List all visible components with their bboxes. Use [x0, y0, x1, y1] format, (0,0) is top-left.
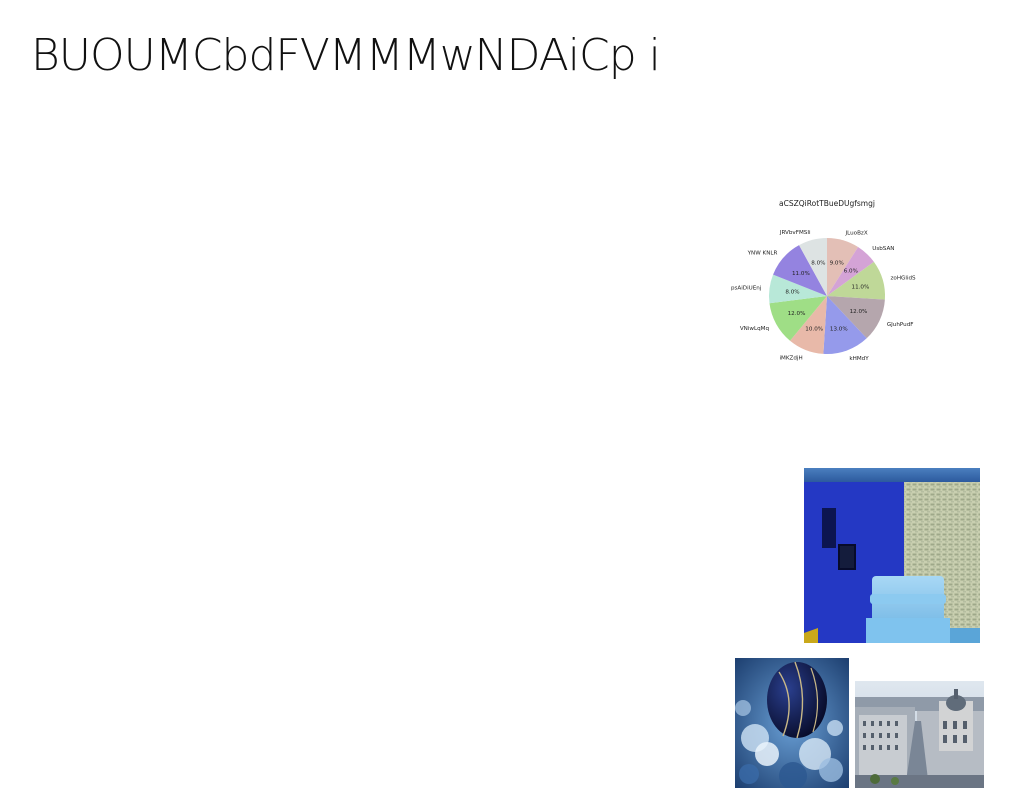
slice-category-label: VNiwLqMq	[740, 326, 770, 332]
blue-room-photo	[804, 468, 980, 643]
pie-labels: 9.0% JLuoBzX 6.0% UsbSAN 11.0% zoHGlidS 12.0% G…	[731, 230, 916, 362]
pie-chart-svg: aCSZQiRotTBueDUgfsmgj 9.0% JLuoBzX 6.0% Usb…	[731, 199, 916, 362]
pie-slice	[827, 247, 874, 296]
slice-percent-label: 11.0%	[852, 284, 870, 290]
slice-percent-label: 8.0%	[811, 260, 825, 266]
slice-percent-label: 12.0%	[850, 309, 868, 315]
pie-slice	[823, 296, 867, 354]
slice-category-label: iMKZdjH	[779, 355, 802, 361]
city-photo	[855, 681, 984, 788]
slice-percent-label: 6.0%	[844, 269, 858, 275]
slice-percent-label: 12.0%	[788, 311, 806, 317]
chart-title: aCSZQiRotTBueDUgfsmgj	[779, 199, 875, 208]
slice-category-label: psAiDiUEnj	[731, 286, 762, 292]
ornament-photo	[735, 658, 849, 788]
pie-slice	[827, 238, 859, 296]
slice-category-label: YNW KNLR	[747, 250, 778, 256]
pie-slices	[769, 238, 885, 354]
pie-slice	[769, 274, 827, 304]
page-title: BUOUMCbdFVMMMwNDAiCp i	[31, 30, 661, 81]
slice-category-label: kHMdY	[849, 356, 869, 362]
slice-percent-label: 10.0%	[805, 326, 823, 332]
pie-chart: aCSZQiRotTBueDUgfsmgj 9.0% JLuoBzX 6.0% Usb…	[730, 192, 920, 402]
slice-category-label: GJuhPudF	[887, 322, 914, 328]
slice-percent-label: 13.0%	[830, 327, 848, 333]
pie-slice	[790, 296, 827, 354]
slice-percent-label: 9.0%	[830, 261, 844, 267]
slice-category-label: JLuoBzX	[844, 231, 867, 237]
pie-slice	[773, 245, 827, 296]
slice-category-label: UsbSAN	[872, 246, 894, 252]
pie-slice	[827, 296, 885, 339]
slice-category-label: zoHGlidS	[890, 276, 916, 282]
pie-slice	[769, 296, 827, 341]
slice-category-label: JRVbvFMSIi	[779, 230, 811, 236]
pie-slice	[799, 238, 827, 296]
slice-percent-label: 11.0%	[792, 271, 810, 277]
slice-percent-label: 8.0%	[785, 290, 799, 296]
pie-slice	[827, 261, 885, 300]
